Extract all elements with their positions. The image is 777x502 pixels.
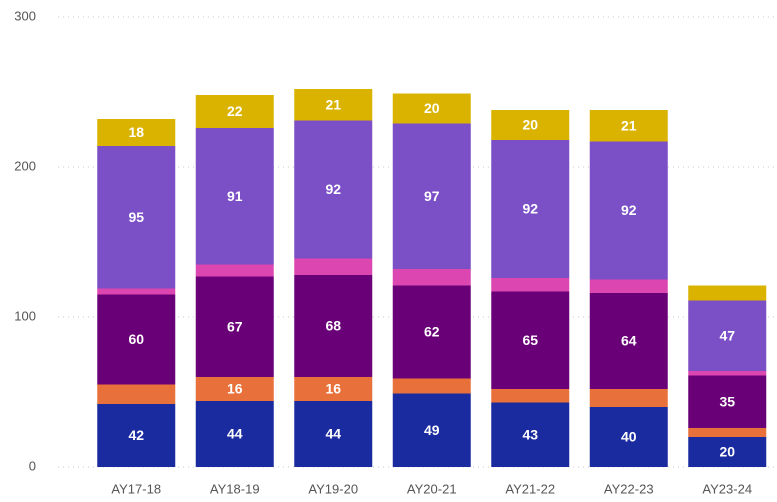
value-label: 18 [128,124,144,140]
bar-segment [688,428,767,437]
x-tick-label: AY20-21 [407,481,457,496]
value-label: 21 [621,117,637,133]
bar-segment [392,93,471,124]
value-label: 68 [325,318,341,334]
x-tick-label: AY18-19 [210,481,260,496]
value-label: 92 [325,181,341,197]
bar-segment [589,110,668,142]
bar-segment [491,140,570,278]
bar-segment [688,437,767,467]
bar-segment [294,120,373,259]
value-label: 22 [227,103,243,119]
bar-segment [97,288,176,295]
bar-segment [195,128,274,265]
y-tick-label: 100 [14,308,36,323]
y-tick-label: 0 [29,458,36,473]
value-label: 20 [522,117,538,133]
bar-segment [589,293,668,389]
bar-segment [589,407,668,467]
value-label: 47 [719,327,735,343]
value-label: 43 [522,426,538,442]
bar-segment [97,146,176,289]
value-label: 16 [227,381,243,397]
bar-segment [392,393,471,467]
value-label: 20 [424,100,440,116]
bar-segment [688,300,767,371]
value-label: 44 [325,426,341,442]
x-tick-label: AY23-24 [702,481,752,496]
value-label: 92 [621,202,637,218]
bar-segment [491,110,570,140]
bar-segment [392,269,471,286]
x-tick-label: AY22-23 [604,481,654,496]
bar-segment [97,294,176,385]
bar-segment [688,371,767,376]
bar-segment [392,285,471,379]
value-label: 20 [719,444,735,460]
y-tick-label: 300 [14,8,36,23]
bar-segment [392,378,471,394]
bar-segment [195,401,274,467]
value-label: 67 [227,318,243,334]
bar-segment [97,119,176,146]
bar-segment [294,275,373,377]
value-label: 49 [424,422,440,438]
x-tick-label: AY17-18 [111,481,161,496]
bar-segment [688,285,767,301]
bar-segment [589,141,668,280]
bar-segment [195,95,274,128]
bar-segment [491,402,570,467]
bar-segment [195,377,274,401]
bar-segment [589,389,668,407]
value-label: 62 [424,324,440,340]
bar-segment [97,404,176,467]
bar-segment [195,264,274,277]
value-label: 40 [621,429,637,445]
value-label: 35 [719,393,735,409]
bar-segment [688,375,767,428]
bar-segment [294,258,373,275]
bar-segment [491,389,570,403]
value-label: 44 [227,426,243,442]
bar-segment [195,276,274,377]
value-label: 16 [325,381,341,397]
value-label: 97 [424,188,440,204]
x-tick-label: AY21-22 [505,481,555,496]
bar-segment [392,123,471,269]
bar-segment [97,384,176,404]
bar-segment [294,89,373,121]
bar-segment [294,377,373,401]
value-label: 92 [522,201,538,217]
bar-segment [294,401,373,467]
value-label: 42 [128,427,144,443]
value-label: 95 [128,209,144,225]
bar-segment [491,291,570,389]
y-tick-label: 200 [14,158,36,173]
x-tick-label: AY19-20 [308,481,358,496]
value-label: 21 [325,96,341,112]
value-label: 91 [227,188,243,204]
value-label: 64 [621,333,637,349]
value-label: 65 [522,332,538,348]
bar-segment [491,278,570,292]
value-label: 60 [128,331,144,347]
bar-segment [589,279,668,293]
